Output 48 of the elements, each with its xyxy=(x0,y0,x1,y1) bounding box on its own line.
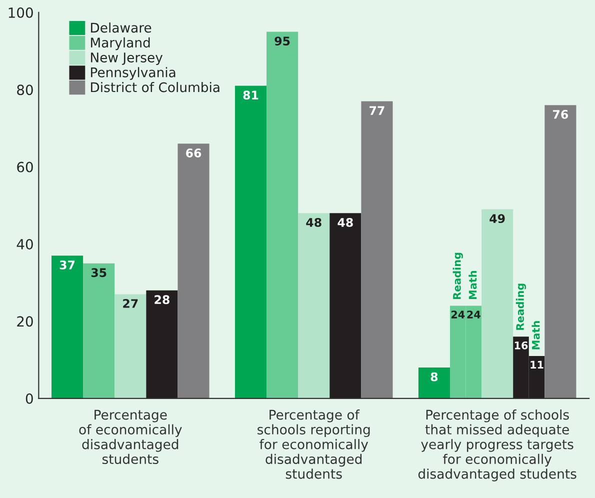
legend-label: New Jersey xyxy=(91,52,163,66)
bar xyxy=(544,105,576,398)
data-label: 48 xyxy=(306,218,322,227)
y-tick-label: 0 xyxy=(26,393,33,404)
y-tick-label: 20 xyxy=(17,316,33,327)
legend-label: Pennsylvania xyxy=(91,67,176,80)
legend-label: Delaware xyxy=(91,22,152,33)
bar xyxy=(83,263,115,398)
legend-label: District of Columbia xyxy=(91,82,220,92)
x-tick-label: Percentage of schools reporting for economically disadvantaged students xyxy=(258,410,370,479)
bar xyxy=(52,256,84,398)
data-label: 66 xyxy=(186,148,202,158)
bar xyxy=(330,213,362,398)
bar xyxy=(266,32,298,398)
bar xyxy=(418,368,450,398)
data-label: 24 xyxy=(467,310,480,318)
legend-label: Maryland xyxy=(91,37,150,50)
data-label: 37 xyxy=(60,260,75,270)
data-label: 28 xyxy=(154,295,170,304)
annotation: Reading xyxy=(516,284,526,330)
bar xyxy=(361,101,393,398)
data-label: 76 xyxy=(553,110,568,119)
annotation: Math xyxy=(532,321,540,350)
data-label: 35 xyxy=(91,268,106,278)
data-label: 48 xyxy=(338,218,353,227)
annotation: Reading xyxy=(452,252,463,300)
data-label: 81 xyxy=(243,90,258,100)
y-tick-label: 80 xyxy=(17,84,33,96)
data-label: 27 xyxy=(123,299,138,308)
bar xyxy=(482,209,514,398)
bar xyxy=(114,294,146,398)
bar xyxy=(298,213,330,398)
y-tick-label: 40 xyxy=(16,238,33,250)
x-tick-label: Percentage of schools that missed adequate yearly progress targets for economically disadvantaged students xyxy=(418,410,576,482)
data-label: 24 xyxy=(451,310,465,318)
data-label: 77 xyxy=(370,106,384,115)
data-label: 49 xyxy=(490,214,505,224)
bar xyxy=(178,144,210,398)
data-label: 8 xyxy=(430,372,438,382)
bar xyxy=(234,86,267,398)
y-tick-label: 100 xyxy=(8,7,33,18)
bar xyxy=(146,290,178,398)
x-tick-label: Percentage of economically disadvantaged students xyxy=(79,410,182,464)
data-label: 16 xyxy=(514,341,528,350)
data-label: 11 xyxy=(530,360,544,368)
y-tick-label: 60 xyxy=(17,162,33,172)
data-label: 95 xyxy=(274,36,290,46)
annotation: Math xyxy=(468,271,477,300)
